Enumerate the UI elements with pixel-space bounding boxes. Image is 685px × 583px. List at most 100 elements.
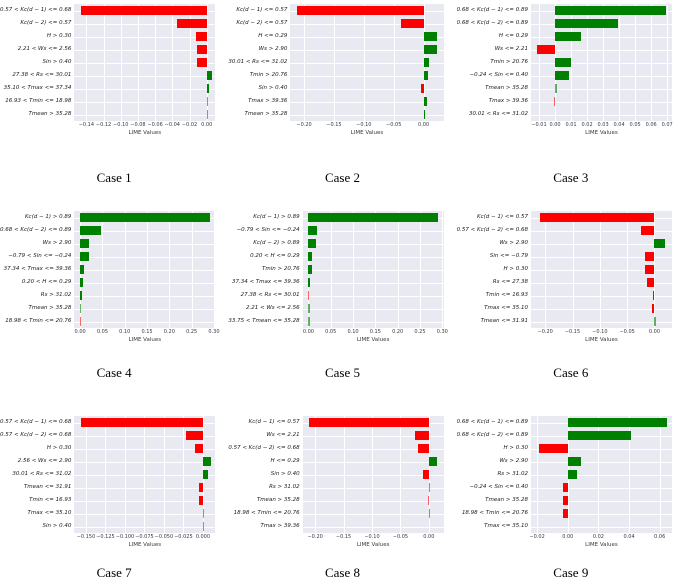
gridline-vertical bbox=[442, 211, 444, 328]
y-axis-label: 2.21 < Ws <= 2.56 bbox=[17, 46, 72, 52]
y-axis-label: Tmean > 35.28 bbox=[485, 85, 528, 91]
negative-bar bbox=[417, 444, 429, 453]
positive-bar bbox=[423, 58, 429, 67]
positive-bar bbox=[202, 522, 205, 531]
y-axis-label: −0.24 < Sin <= 0.40 bbox=[469, 72, 528, 78]
gridline-horizontal bbox=[74, 114, 216, 116]
y-axis-label: Tmin > 20.76 bbox=[490, 59, 528, 65]
plot-area bbox=[74, 416, 216, 533]
x-axis-tick: 0.02 bbox=[592, 534, 604, 540]
gridline-horizontal bbox=[530, 474, 672, 476]
positive-bar bbox=[555, 6, 666, 15]
gridline-horizontal bbox=[302, 435, 444, 437]
x-axis-tick: 0.03 bbox=[597, 122, 609, 128]
gridline-vertical bbox=[651, 4, 653, 121]
y-axis-label: Tmean > 35.28 bbox=[485, 497, 528, 503]
gridline-horizontal bbox=[530, 75, 672, 77]
y-axis-label: Tmax > 39.36 bbox=[488, 98, 528, 104]
positive-bar bbox=[308, 304, 310, 313]
negative-bar bbox=[640, 226, 655, 235]
x-axis-tick: −0.15 bbox=[326, 122, 342, 128]
gridline-vertical bbox=[120, 4, 122, 121]
x-axis-tick: −0.04 bbox=[164, 122, 180, 128]
positive-bar bbox=[308, 239, 317, 248]
subplot: Kc(d − 1) > 0.89 −0.79 < Sin <= −0.24 Kc(d… bbox=[228, 195, 456, 343]
gridline-horizontal bbox=[530, 282, 672, 284]
y-axis-label: 0.20 < H <= 0.29 bbox=[250, 253, 300, 259]
case-3-chart: 0.68 < Kc(d − 1) <= 0.89 0.68 < Kc(d − 2)… bbox=[457, 0, 685, 195]
gridline-vertical bbox=[572, 211, 574, 328]
x-axis-ticks: −0.20 −0.15 −0.10 −0.05 0.00 bbox=[303, 534, 444, 541]
y-axis-label: Kc(d − 1) <= 0.57 bbox=[248, 419, 300, 425]
gridline-horizontal bbox=[302, 526, 444, 528]
case-7-chart: 0.57 < Kc(d − 1) <= 0.68 0.57 < Kc(d − 2)… bbox=[0, 390, 228, 583]
gridline-vertical bbox=[304, 4, 306, 121]
x-axis-ticks: 0.00 0.05 0.10 0.15 0.20 0.25 0.30 bbox=[303, 329, 448, 336]
y-axis-label: Tmin > 20.76 bbox=[249, 72, 288, 78]
gridline-vertical bbox=[400, 416, 402, 533]
y-axis-label: 30.01 < Rs <= 31.02 bbox=[468, 111, 528, 117]
case-caption: Case 9 bbox=[553, 565, 589, 580]
y-axis-label: H <= 0.29 bbox=[258, 33, 288, 39]
plot-column: −0.01 0.00 0.01 0.02 0.03 0.04 0.05 0.06 0.07 LIM… bbox=[530, 4, 685, 136]
gridline-vertical bbox=[137, 4, 139, 121]
gridline-horizontal bbox=[302, 321, 444, 323]
x-axis-title: LIME Values bbox=[585, 542, 618, 548]
y-axis-label: 0.57 < Kc(d − 1) <= 0.68 bbox=[0, 419, 72, 425]
negative-bar bbox=[198, 483, 203, 492]
x-axis-tick: 0.05 bbox=[325, 329, 337, 335]
gridline-horizontal bbox=[290, 62, 444, 64]
gridline-vertical bbox=[667, 4, 669, 121]
case-caption: Case 7 bbox=[96, 565, 132, 580]
gridline-vertical bbox=[619, 4, 621, 121]
case-caption: Case 6 bbox=[553, 365, 589, 380]
y-axis-label: Tmin <= 16.93 bbox=[485, 292, 528, 298]
x-axis-tick: −0.10 bbox=[113, 122, 129, 128]
y-axis-label: 27.38 < Rs <= 30.01 bbox=[12, 72, 72, 78]
positive-bar bbox=[654, 317, 656, 326]
positive-bar bbox=[423, 71, 429, 80]
gridline-horizontal bbox=[530, 487, 672, 489]
gridline-horizontal bbox=[530, 308, 672, 310]
gridline-horizontal bbox=[290, 49, 444, 51]
case-6-chart: Kc(d − 1) <= 0.57 0.57 < Kc(d − 2) <= 0.6… bbox=[457, 195, 685, 390]
y-axis-label: 18.98 < Tmin <= 20.76 bbox=[5, 318, 72, 324]
gridline-horizontal bbox=[530, 101, 672, 103]
gridline-vertical bbox=[315, 416, 317, 533]
x-axis-tick: −0.14 bbox=[78, 122, 95, 128]
y-axis-label: Kc(d − 1) <= 0.57 bbox=[236, 7, 288, 13]
subplot: Kc(d − 1) > 0.89 0.68 < Kc(d − 2) <= 0.89… bbox=[0, 195, 228, 343]
positive-bar bbox=[555, 84, 558, 93]
gridline-horizontal bbox=[74, 308, 216, 310]
x-axis-tick: 0.30 bbox=[436, 329, 448, 335]
x-axis-tick: 0.20 bbox=[163, 329, 175, 335]
x-axis-tick: 0.00 bbox=[74, 329, 86, 335]
gridline-horizontal bbox=[290, 114, 444, 116]
x-axis-tick: 0.00 bbox=[201, 122, 213, 128]
gridline-horizontal bbox=[290, 23, 444, 25]
y-axis-label: 0.68 < Kc(d − 2) <= 0.89 bbox=[0, 227, 72, 233]
gridline-vertical bbox=[629, 416, 631, 533]
y-axis-label: Tmean > 35.28 bbox=[28, 305, 72, 311]
positive-bar bbox=[428, 483, 431, 492]
positive-bar bbox=[423, 97, 427, 106]
negative-bar bbox=[563, 483, 568, 492]
x-axis-tick: 0.20 bbox=[392, 329, 404, 335]
x-axis-ticks: 0.00 0.05 0.10 0.15 0.20 0.25 0.30 bbox=[74, 329, 220, 336]
x-axis-tick: 0.01 bbox=[565, 122, 577, 128]
positive-bar bbox=[80, 304, 82, 313]
plot-area bbox=[74, 4, 216, 121]
x-axis-tick: 0.04 bbox=[623, 534, 635, 540]
gridline-vertical bbox=[206, 4, 208, 121]
x-axis-tick: −0.10 bbox=[364, 534, 380, 540]
plot-column: −0.14 −0.12 −0.10 −0.08 −0.06 −0.04 −0.02 0.00 L… bbox=[74, 4, 228, 136]
y-axis-label: Ws > 2.90 bbox=[258, 46, 288, 52]
y-axis-labels: Kc(d − 1) > 0.89 0.68 < Kc(d − 2) <= 0.89… bbox=[0, 211, 74, 343]
negative-bar bbox=[423, 470, 429, 479]
x-axis-tick: 0.00 bbox=[549, 122, 561, 128]
gridline-horizontal bbox=[530, 295, 672, 297]
gridline-horizontal bbox=[530, 269, 672, 271]
case-caption: Case 2 bbox=[324, 170, 360, 185]
x-axis-title: LIME Values bbox=[356, 542, 390, 548]
x-axis-tick: −0.025 bbox=[174, 534, 193, 540]
